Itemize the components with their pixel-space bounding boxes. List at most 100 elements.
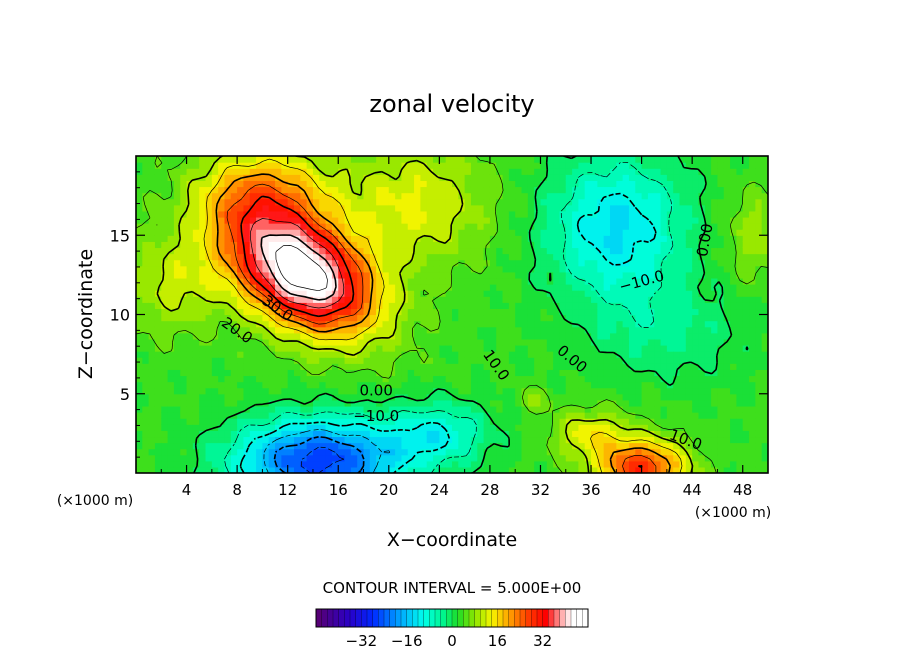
field-cell — [483, 216, 491, 224]
field-cell — [161, 229, 169, 236]
field-cell — [161, 399, 169, 407]
field-cell — [452, 412, 459, 419]
field-cell — [521, 466, 529, 473]
field-cell — [458, 235, 466, 242]
field-cell — [572, 156, 579, 163]
field-cell — [262, 241, 270, 249]
field-cell — [300, 448, 308, 456]
field-cell — [275, 332, 282, 340]
field-cell — [660, 418, 668, 425]
field-cell — [294, 271, 301, 279]
field-cell — [186, 454, 194, 462]
field-cell — [294, 338, 301, 346]
field-cell — [553, 381, 561, 389]
field-cell — [224, 399, 232, 407]
field-cell — [559, 332, 567, 340]
field-cell — [572, 393, 579, 401]
field-cell — [470, 375, 478, 383]
field-cell — [218, 332, 226, 340]
field-cell — [218, 375, 226, 383]
field-cell — [249, 369, 257, 377]
field-cell — [704, 253, 712, 261]
field-cell — [730, 381, 737, 389]
field-cell — [319, 277, 327, 285]
field-cell — [325, 216, 333, 224]
field-cell — [414, 210, 421, 218]
field-cell — [553, 174, 561, 181]
field-cell — [559, 466, 567, 473]
field-cell — [142, 186, 150, 194]
field-cell — [597, 326, 605, 334]
field-cell — [167, 186, 175, 194]
field-cell — [319, 357, 327, 364]
field-cell — [148, 326, 156, 334]
field-cell — [445, 466, 453, 473]
field-cell — [483, 162, 491, 169]
field-cell — [679, 357, 687, 364]
field-cell — [527, 235, 535, 242]
field-cell — [660, 210, 668, 218]
field-cell — [426, 162, 434, 169]
field-cell — [565, 442, 573, 450]
field-cell — [363, 442, 371, 450]
field-cell — [647, 412, 655, 419]
field-cell — [610, 424, 617, 431]
field-cell — [704, 308, 712, 316]
field-cell — [357, 186, 365, 194]
field-cell — [527, 405, 535, 413]
field-cell — [414, 442, 421, 450]
field-cell — [275, 460, 282, 468]
field-cell — [376, 338, 384, 346]
field-cell — [439, 180, 447, 188]
field-cell — [736, 344, 744, 352]
field-cell — [275, 326, 282, 334]
field-cell — [445, 430, 453, 438]
field-cell — [534, 174, 542, 181]
field-cell — [616, 192, 624, 200]
field-cell — [312, 466, 320, 473]
field-cell — [180, 162, 188, 169]
field-cell — [224, 424, 232, 431]
field-cell — [635, 454, 643, 462]
field-cell — [136, 387, 143, 395]
field-cell — [148, 466, 156, 473]
field-cell — [268, 436, 276, 444]
field-cell — [685, 241, 693, 249]
field-cell — [704, 259, 712, 267]
field-cell — [647, 229, 655, 236]
field-cell — [660, 448, 668, 456]
field-cell — [565, 357, 573, 364]
field-cell — [256, 375, 263, 383]
field-cell — [660, 351, 668, 358]
field-cell — [363, 338, 371, 346]
field-cell — [338, 418, 346, 425]
field-cell — [180, 259, 188, 267]
field-cell — [730, 302, 737, 310]
field-cell — [685, 253, 693, 261]
field-cell — [692, 277, 700, 285]
field-cell — [666, 412, 674, 419]
field-cell — [186, 314, 194, 322]
field-cell — [717, 332, 725, 340]
field-cell — [376, 442, 384, 450]
field-cell — [622, 418, 630, 425]
field-cell — [388, 454, 396, 462]
field-cell — [325, 247, 333, 255]
field-cell — [369, 375, 377, 383]
field-cell — [363, 198, 371, 206]
field-cell — [496, 198, 504, 206]
field-cell — [489, 223, 497, 230]
field-cell — [622, 326, 630, 334]
field-cell — [647, 210, 655, 218]
field-cell — [470, 387, 478, 395]
field-cell — [243, 168, 251, 175]
field-cell — [243, 265, 251, 273]
field-cell — [369, 344, 377, 352]
field-cell — [470, 344, 478, 352]
field-cell — [730, 326, 737, 334]
field-cell — [218, 168, 226, 175]
field-cell — [319, 168, 327, 175]
field-cell — [192, 284, 200, 291]
field-cell — [508, 186, 516, 194]
field-cell — [685, 448, 693, 456]
